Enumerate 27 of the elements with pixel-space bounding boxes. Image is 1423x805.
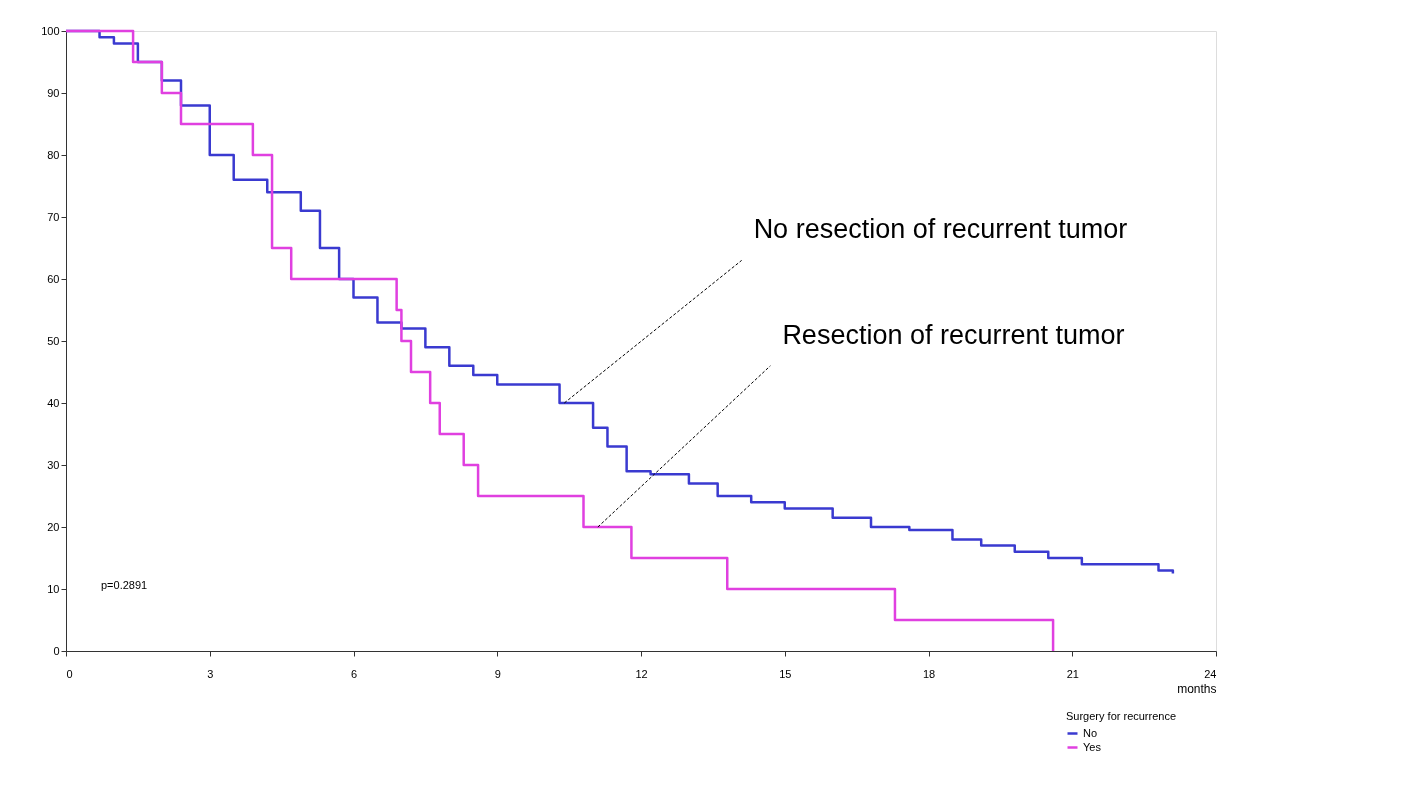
x-tick-label: 15	[779, 667, 792, 680]
legend-label: No	[1083, 726, 1098, 739]
x-tick-label: 24	[1204, 667, 1217, 680]
x-tick-label: 12	[635, 667, 648, 680]
legend-title: Surgery for recurrence	[1066, 710, 1177, 722]
y-tick-label: 60	[47, 272, 60, 285]
x-tick-label: 0	[66, 667, 73, 680]
annotation: p=0.2891	[101, 579, 148, 591]
y-tick-label: 50	[47, 334, 60, 347]
y-tick-label: 90	[47, 86, 60, 99]
annotation: No resection of recurrent tumor	[753, 214, 1128, 245]
legend-label: Yes	[1083, 740, 1102, 753]
y-tick-label: 30	[47, 458, 60, 471]
y-tick-label: 0	[53, 644, 60, 657]
x-tick-label: 18	[922, 667, 936, 680]
y-tick-label: 80	[47, 148, 60, 161]
y-tick-label: 70	[47, 210, 60, 223]
x-tick-label: 21	[1066, 667, 1079, 680]
x-tick-label: 6	[350, 667, 358, 680]
annotation: Resection of recurrent tumor	[782, 319, 1125, 350]
x-axis-title: months	[1177, 681, 1217, 696]
x-tick-label: 9	[494, 667, 501, 680]
x-tick-label: 3	[207, 667, 214, 680]
y-tick-label: 100	[41, 24, 60, 37]
y-tick-label: 20	[47, 520, 60, 533]
y-tick-label: 40	[47, 396, 60, 409]
y-tick-label: 10	[47, 582, 60, 595]
